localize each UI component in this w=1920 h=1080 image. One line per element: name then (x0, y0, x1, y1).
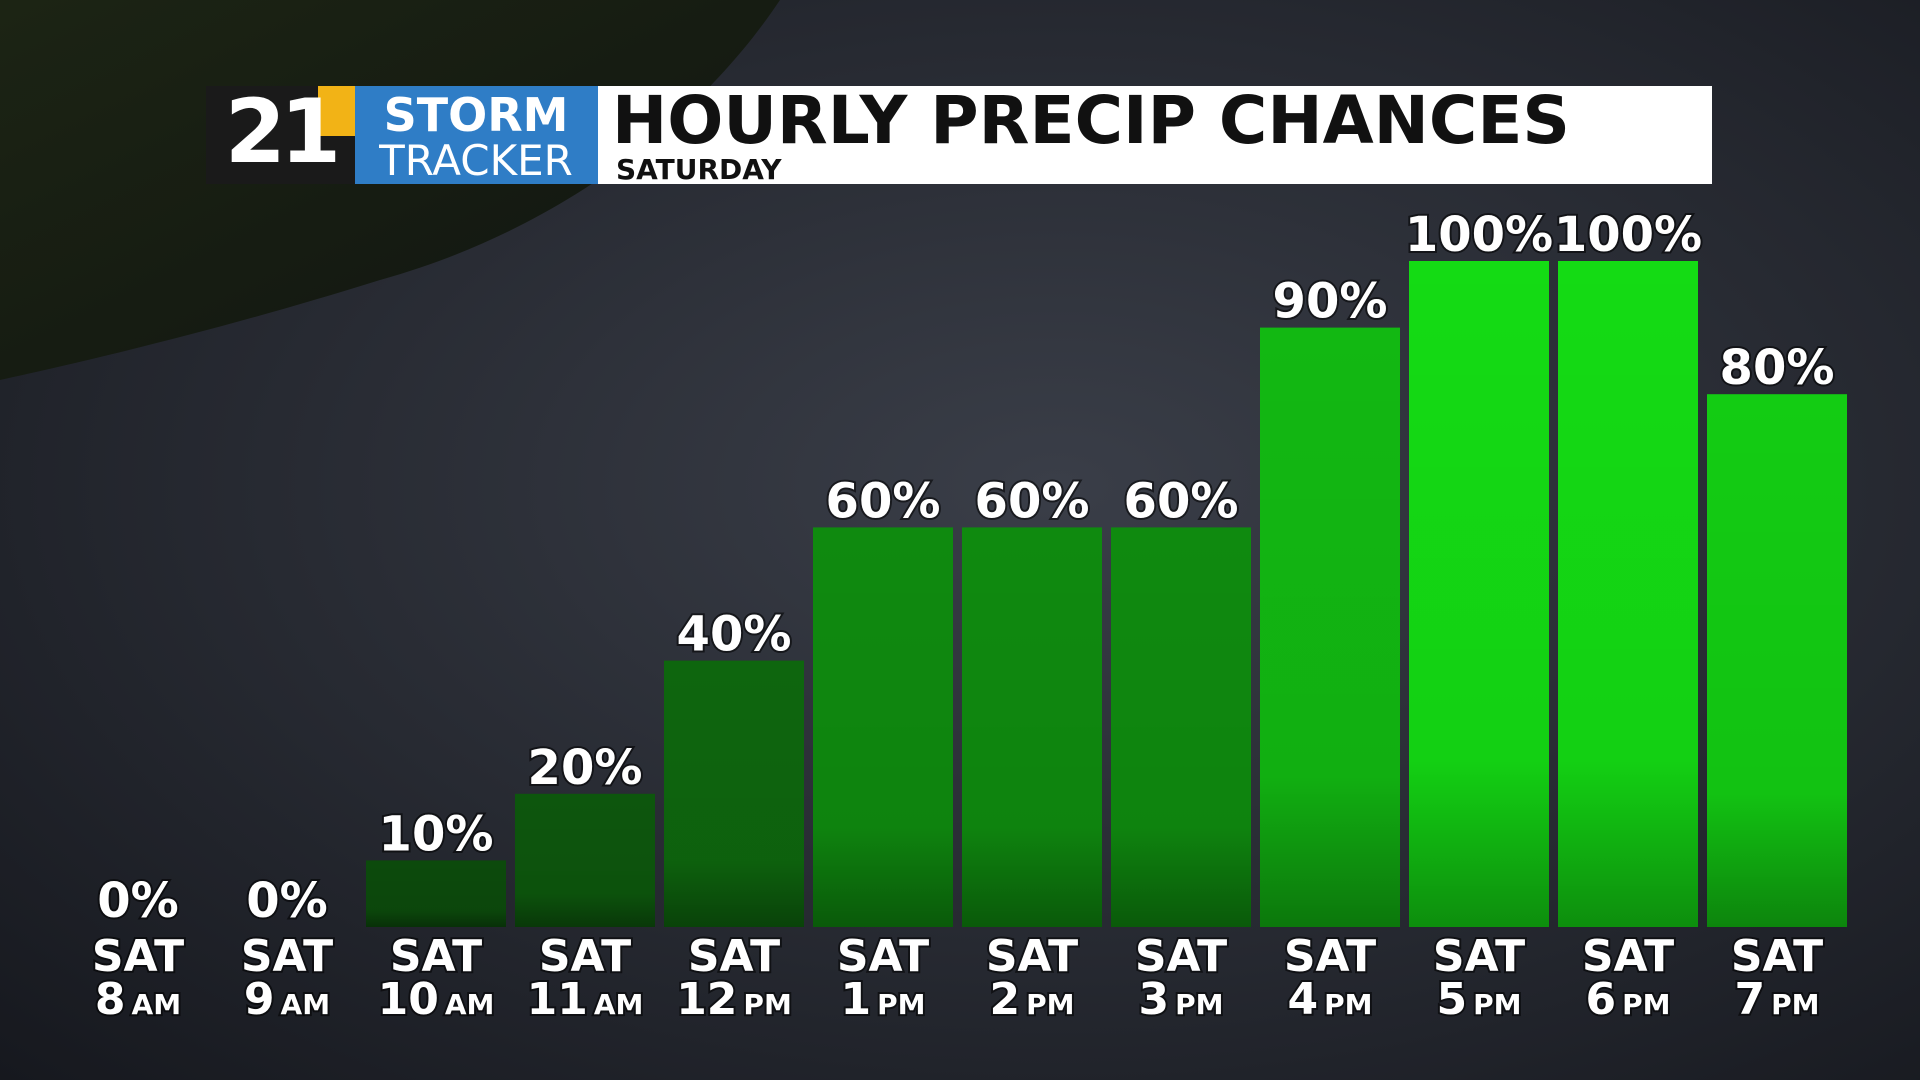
x-tick-period: PM (1324, 988, 1372, 1021)
x-tick-time: 7 PM (1734, 974, 1819, 1025)
bar-shade (1260, 327, 1400, 928)
x-tick-time: 11 AM (527, 974, 644, 1025)
x-tick-hour: 6 (1585, 974, 1616, 1025)
x-tick-day: SAT (1284, 931, 1376, 982)
logo-brand-box (355, 86, 598, 184)
value-label: 10% (379, 806, 494, 862)
x-tick-hour: 3 (1138, 974, 1169, 1025)
x-tick-period: PM (1473, 988, 1521, 1021)
value-label: 40% (677, 607, 792, 663)
value-label: 80% (1720, 340, 1835, 396)
x-tick-day: SAT (688, 931, 780, 982)
x-tick-period: PM (743, 988, 791, 1021)
bar-shade (1111, 527, 1251, 927)
bar-shade (366, 860, 506, 927)
bar-shade (962, 527, 1102, 927)
value-label: 20% (528, 740, 643, 796)
x-tick-period: PM (1622, 988, 1670, 1021)
x-tick-period: AM (445, 988, 495, 1021)
x-tick-period: AM (132, 988, 182, 1021)
bar-shade (1558, 261, 1698, 927)
x-tick-time: 8 AM (95, 974, 181, 1025)
x-tick-hour: 7 (1734, 974, 1765, 1025)
x-tick-day: SAT (837, 931, 929, 982)
x-tick-day: SAT (1582, 931, 1674, 982)
x-tick-hour: 1 (840, 974, 871, 1025)
bar-shade (1707, 394, 1847, 927)
value-label: 0% (246, 873, 328, 929)
x-tick-hour: 10 (378, 974, 439, 1025)
value-label: 0% (97, 873, 179, 929)
x-tick-time: 12 PM (676, 974, 792, 1025)
logo-number: 21 (225, 80, 336, 183)
value-label: 90% (1273, 274, 1388, 330)
x-tick-time: 5 PM (1436, 974, 1521, 1025)
x-tick-hour: 9 (244, 974, 275, 1025)
value-label: 100% (1405, 207, 1553, 263)
x-tick-hour: 5 (1436, 974, 1467, 1025)
value-label: 60% (826, 473, 941, 529)
x-tick-time: 9 AM (244, 974, 330, 1025)
x-tick-period: PM (1026, 988, 1074, 1021)
x-tick-hour: 2 (989, 974, 1020, 1025)
x-tick-day: SAT (1731, 931, 1823, 982)
x-tick-day: SAT (92, 931, 184, 982)
x-tick-time: 2 PM (989, 974, 1074, 1025)
bar-shade (813, 527, 953, 927)
x-tick-period: PM (1771, 988, 1819, 1021)
value-label: 60% (975, 473, 1090, 529)
x-tick-time: 3 PM (1138, 974, 1223, 1025)
x-tick-time: 10 AM (378, 974, 495, 1025)
x-tick-hour: 8 (95, 974, 126, 1025)
x-tick-time: 4 PM (1287, 974, 1372, 1025)
x-tick-hour: 4 (1287, 974, 1318, 1025)
bar-shade (664, 660, 804, 927)
logo-accent (318, 86, 355, 136)
x-tick-day: SAT (1433, 931, 1525, 982)
x-tick-period: AM (281, 988, 331, 1021)
x-tick-day: SAT (539, 931, 631, 982)
logo-line2: TRACKER (378, 136, 573, 185)
chart-subtitle: SATURDAY (616, 153, 782, 186)
x-tick-day: SAT (241, 931, 333, 982)
x-tick-hour: 12 (676, 974, 737, 1025)
x-tick-day: SAT (1135, 931, 1227, 982)
x-tick-time: 1 PM (840, 974, 925, 1025)
x-tick-hour: 11 (527, 974, 588, 1025)
x-tick-period: AM (594, 988, 644, 1021)
logo-line1: STORM (384, 88, 569, 142)
value-label: 60% (1124, 473, 1239, 529)
chart-title: HOURLY PRECIP CHANCES (612, 82, 1570, 159)
bar-shade (1409, 261, 1549, 927)
x-tick-time: 6 PM (1585, 974, 1670, 1025)
x-tick-period: PM (1175, 988, 1223, 1021)
value-label: 100% (1554, 207, 1702, 263)
bar-shade (515, 793, 655, 927)
x-tick-day: SAT (986, 931, 1078, 982)
x-tick-period: PM (877, 988, 925, 1021)
x-tick-day: SAT (390, 931, 482, 982)
